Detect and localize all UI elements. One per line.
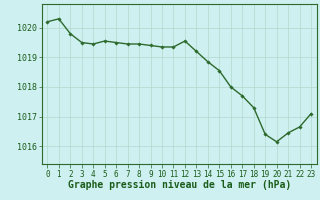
X-axis label: Graphe pression niveau de la mer (hPa): Graphe pression niveau de la mer (hPa) (68, 180, 291, 190)
